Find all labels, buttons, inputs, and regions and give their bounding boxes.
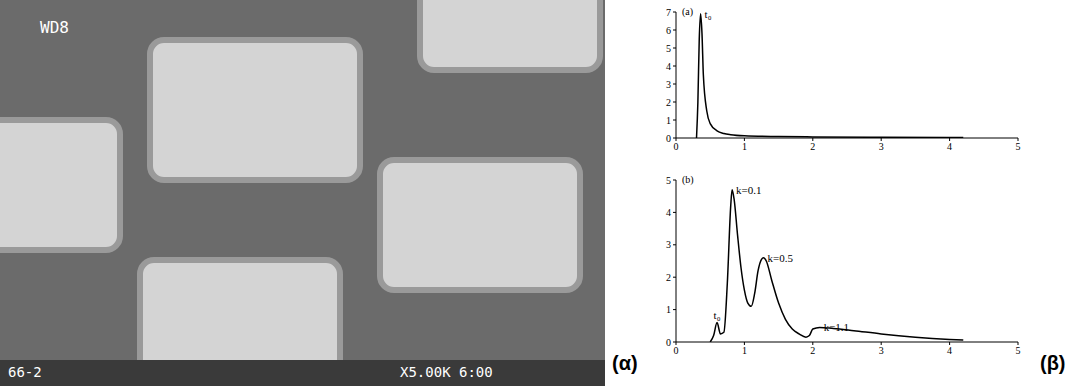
svg-text:2: 2 bbox=[810, 141, 815, 152]
html-text:WD8: WD8 bbox=[40, 18, 69, 37]
svg-text:1: 1 bbox=[666, 115, 671, 126]
svg-text:4: 4 bbox=[947, 345, 952, 356]
svg-text:k=0.1: k=0.1 bbox=[736, 184, 761, 196]
svg-text:t₀: t₀ bbox=[714, 309, 721, 321]
svg-text:4: 4 bbox=[666, 207, 671, 218]
svg-text:0: 0 bbox=[666, 337, 671, 348]
svg-text:5: 5 bbox=[666, 43, 671, 54]
svg-text:7: 7 bbox=[666, 7, 671, 18]
svg-text:6: 6 bbox=[666, 25, 671, 36]
svg-text:3: 3 bbox=[879, 141, 884, 152]
svg-text:5: 5 bbox=[1016, 141, 1021, 152]
svg-text:4: 4 bbox=[666, 61, 671, 72]
svg-text:1: 1 bbox=[666, 304, 671, 315]
svg-text:3: 3 bbox=[879, 345, 884, 356]
svg-text:4: 4 bbox=[947, 141, 952, 152]
html-text:66-2: 66-2 bbox=[8, 364, 42, 380]
html-text:X5.00K 6:00: X5.00K 6:00 bbox=[400, 364, 493, 380]
html-text:(β): (β) bbox=[1040, 352, 1066, 374]
svg-text:0: 0 bbox=[666, 133, 671, 144]
svg-text:3: 3 bbox=[666, 79, 671, 90]
svg-text:3: 3 bbox=[666, 239, 671, 250]
svg-text:1: 1 bbox=[742, 345, 747, 356]
svg-text:1: 1 bbox=[742, 141, 747, 152]
svg-text:2: 2 bbox=[666, 272, 671, 283]
svg-text:0: 0 bbox=[674, 345, 679, 356]
svg-text:2: 2 bbox=[810, 345, 815, 356]
html-text:(b): (b) bbox=[682, 174, 694, 185]
svg-text:5: 5 bbox=[1016, 345, 1021, 356]
svg-text:k=0.5: k=0.5 bbox=[768, 252, 794, 264]
html-text:(a): (a) bbox=[682, 6, 694, 17]
svg-text:0: 0 bbox=[674, 141, 679, 152]
svg-text:k=1.1: k=1.1 bbox=[824, 321, 849, 333]
svg-text:5: 5 bbox=[666, 175, 671, 186]
svg-text:t₀: t₀ bbox=[705, 8, 712, 20]
svg-text:2: 2 bbox=[666, 97, 671, 108]
html-text:(α): (α) bbox=[612, 352, 638, 374]
